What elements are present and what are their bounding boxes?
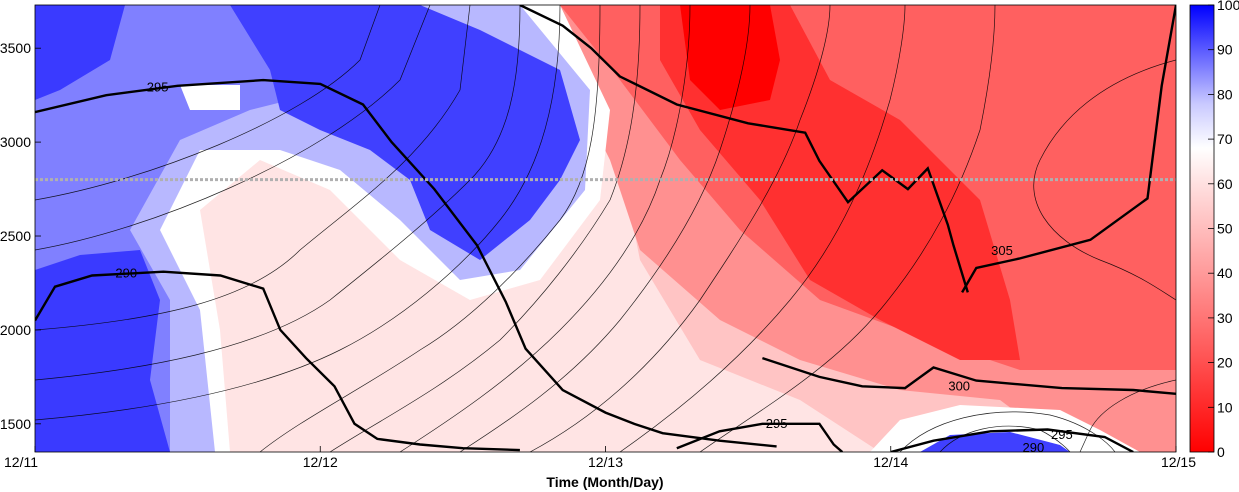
colorbar-tick-label: 30: [1217, 310, 1233, 326]
thin-contour: [35, 5, 561, 421]
y-tick-label: 3000: [0, 134, 31, 150]
colorbar-tick-label: 80: [1217, 86, 1233, 102]
y-tick-label: 2000: [0, 322, 31, 338]
x-tick-label: 12/15: [1161, 454, 1196, 470]
contour-labels: 295 290 305 300 295 295 290: [115, 80, 1072, 456]
colorbar-tick-label: 70: [1217, 131, 1233, 147]
y-tick-label: 2500: [0, 228, 31, 244]
heatmap-field: [35, 5, 1176, 452]
thin-contours: [35, 5, 1176, 452]
colorbar-tick-label: 20: [1217, 355, 1233, 371]
thin-contour: [699, 5, 996, 452]
bold-contour-295: [35, 78, 777, 448]
contour-label: 295: [147, 80, 169, 95]
contour-label: 290: [1023, 440, 1045, 455]
colorbar-tick-label: 10: [1217, 399, 1233, 415]
bold-contour-300: [762, 356, 1176, 395]
x-axis: 12/11 12/12 12/13 12/14 12/15: [4, 446, 1196, 470]
colorbar-tick-label: 0: [1217, 444, 1225, 460]
colorbar-tick-label: 60: [1217, 176, 1233, 192]
x-tick-label: 12/12: [303, 454, 338, 470]
x-tick-label: 12/13: [588, 454, 623, 470]
field-core-red-region: [680, 5, 780, 110]
thin-contour: [459, 5, 751, 452]
thin-contour: [619, 5, 906, 452]
thin-contour: [35, 5, 431, 251]
bold-contour-300: [519, 5, 969, 293]
x-axis-title: Time (Month/Day): [546, 474, 663, 490]
bold-contours: [35, 5, 1176, 452]
contour-label: 305: [991, 243, 1013, 258]
field-deep-blue-center: [230, 5, 580, 260]
thin-contour: [35, 5, 521, 381]
thin-contour: [529, 5, 831, 452]
colorbar-tick-label: 40: [1217, 265, 1233, 281]
y-tick-label: 1500: [0, 416, 31, 432]
bold-contour-295: [676, 422, 844, 452]
thin-contour: [399, 5, 691, 452]
colorbar-tick-label: 100: [1217, 0, 1239, 13]
contour-label: 295: [1051, 427, 1073, 442]
field-deep-blue-top-left: [35, 5, 125, 100]
thin-contour: [329, 5, 641, 452]
colorbar-ticks: 0 10 20 30 40 50 60 70 80 90 100: [1208, 0, 1239, 460]
thin-contour: [259, 5, 601, 452]
thin-contour: [1079, 379, 1176, 452]
thin-contour: [35, 5, 381, 201]
thin-contour: [899, 411, 1116, 452]
colorbar-tick-label: 90: [1217, 42, 1233, 58]
colorbar-tick-label: 50: [1217, 221, 1233, 237]
y-axis: 1500 2000 2500 3000 3500: [0, 40, 41, 432]
thin-contour: [35, 5, 471, 331]
y-tick-label: 3500: [0, 40, 31, 56]
bold-contour-295: [890, 428, 1134, 452]
x-tick-label: 12/11: [4, 454, 38, 470]
field-white-notch: [180, 85, 240, 110]
x-tick-label: 12/14: [873, 454, 908, 470]
contour-label: 290: [115, 266, 137, 281]
bold-contour-290: [35, 270, 520, 452]
colorbar: 0 10 20 30 40 50 60 70 80 90 100: [1189, 0, 1239, 460]
contour-label: 295: [766, 416, 788, 431]
thin-contour: [1033, 59, 1176, 301]
field-deep-blue-bottom-left: [35, 250, 170, 452]
contour-label: 300: [948, 378, 970, 393]
bold-contour-305: [961, 5, 1176, 294]
